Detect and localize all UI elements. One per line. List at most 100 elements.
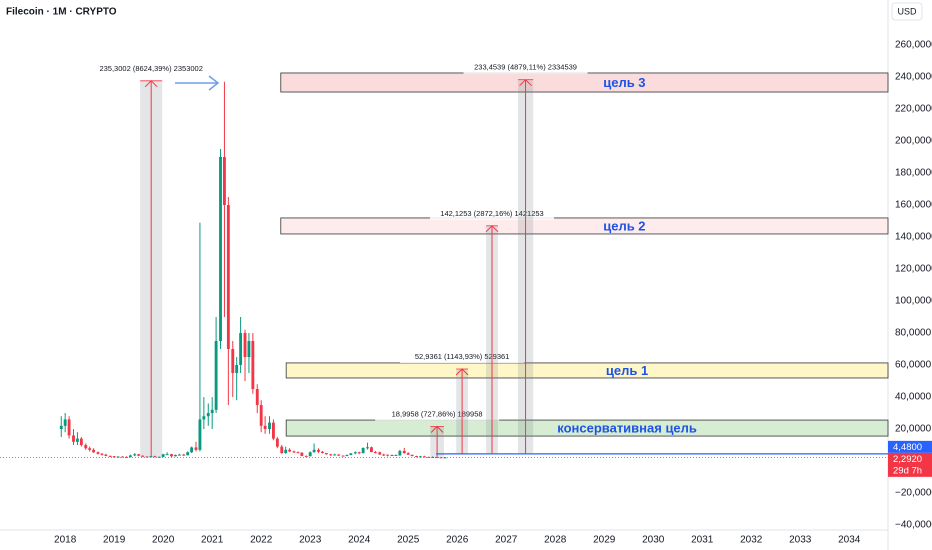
measure-label: 235,3002 (8624,39%) 2353002: [99, 64, 202, 73]
y-tick-label: 40,0000: [895, 392, 932, 403]
y-tick-label: 260,0000: [895, 40, 932, 51]
y-tick-label: 220,0000: [895, 104, 932, 115]
candle-body: [349, 453, 353, 455]
x-tick-label: 2018: [54, 535, 77, 546]
zone-label: цель 1: [606, 363, 648, 378]
candle-body: [231, 349, 235, 374]
candle-body: [177, 454, 181, 456]
x-tick-label: 2028: [544, 535, 567, 546]
candle-body: [370, 447, 373, 453]
currency-box[interactable]: [891, 2, 923, 21]
candle-body: [275, 438, 279, 447]
candle-body: [219, 156, 222, 342]
countdown-label: 29d 7h: [893, 465, 922, 476]
candle-body: [79, 438, 83, 446]
x-tick-label: 2020: [152, 535, 175, 546]
candle-body: [345, 454, 349, 456]
candle-body: [128, 455, 132, 458]
candle-body: [357, 452, 361, 454]
arrow-head: [208, 75, 220, 91]
candle-body: [116, 456, 120, 458]
y-tick-label: 160,0000: [895, 200, 932, 211]
candle-body: [259, 405, 263, 426]
candle-body: [292, 451, 296, 453]
candle-body: [96, 452, 100, 454]
candle-body: [243, 333, 247, 358]
candle-body: [390, 454, 394, 456]
candle-body: [312, 449, 316, 453]
y-tick-label: 80,0000: [895, 328, 932, 339]
y-tick-label: 200,0000: [895, 136, 932, 147]
candle-body: [373, 452, 377, 454]
candle-body: [100, 453, 104, 455]
y-tick-label: 240,0000: [895, 72, 932, 83]
y-tick-label: 60,0000: [895, 360, 932, 371]
measure-label-box: [375, 408, 500, 421]
candle-body: [75, 438, 79, 442]
zone-label: консервативная цель: [557, 421, 697, 436]
measure-label: 18,9958 (727,86%) 189958: [392, 409, 483, 418]
x-tick-label: 2019: [103, 535, 126, 546]
candle-body: [223, 156, 226, 205]
y-tick-label: 140,0000: [895, 232, 932, 243]
candle-body: [394, 454, 398, 456]
measure-label-box: [400, 351, 525, 364]
y-tick-label: −40,0000: [895, 520, 932, 531]
candle-body: [272, 422, 275, 439]
measure-label: 52,9361 (1143,93%) 529361: [415, 352, 510, 361]
measure-label: 233,4539 (4879,11%) 2334539: [474, 63, 577, 72]
x-tick-label: 2033: [789, 535, 812, 546]
candle-body: [288, 449, 292, 452]
candle-body: [170, 454, 173, 457]
candle-body: [321, 451, 324, 454]
y-tick-label: 20,0000: [895, 424, 932, 435]
candle-body: [366, 447, 369, 449]
candle-body: [427, 456, 431, 458]
candle-body: [268, 422, 271, 430]
candle-body: [59, 425, 63, 430]
candle-body: [239, 333, 243, 366]
y-tick-label: 180,0000: [895, 168, 932, 179]
x-tick-label: 2031: [691, 535, 714, 546]
x-tick-label: 2022: [250, 535, 273, 546]
candle-body: [296, 452, 300, 454]
candle-body: [280, 446, 284, 454]
candle-body: [84, 445, 88, 449]
candle-body: [133, 454, 137, 456]
zone-label: цель 3: [603, 75, 645, 90]
candle-body: [304, 455, 308, 457]
currency[interactable]: USD: [897, 6, 917, 16]
candle-body: [329, 454, 333, 456]
candle-body: [255, 389, 259, 406]
candle-body: [422, 456, 426, 458]
x-tick-label: 2027: [495, 535, 518, 546]
candle-body: [210, 409, 214, 414]
x-tick-label: 2026: [446, 535, 469, 546]
candle-body: [386, 454, 390, 456]
candle-body: [161, 454, 165, 457]
target-zone: [285, 362, 889, 379]
candle-body: [317, 449, 320, 452]
measure-label-box: [89, 62, 214, 75]
candle-body: [251, 341, 255, 390]
last-price-box: [888, 452, 932, 477]
x-tick-label: 2023: [299, 535, 322, 546]
candle-body: [247, 341, 251, 358]
candle-body: [165, 454, 169, 456]
candle-body: [402, 450, 406, 454]
candle-body: [92, 449, 96, 453]
candle-body: [398, 450, 402, 456]
candle-body: [206, 413, 210, 417]
candle-body: [182, 454, 186, 456]
candle-body: [324, 453, 328, 455]
candle-body: [67, 419, 71, 436]
candle-body: [235, 365, 239, 374]
candle-body: [174, 454, 177, 457]
candle-body: [435, 457, 439, 459]
target-zone: [280, 72, 889, 93]
candle-body: [186, 452, 190, 456]
y-tick-label: −20,0000: [895, 488, 932, 499]
price-line-box: [888, 440, 932, 453]
